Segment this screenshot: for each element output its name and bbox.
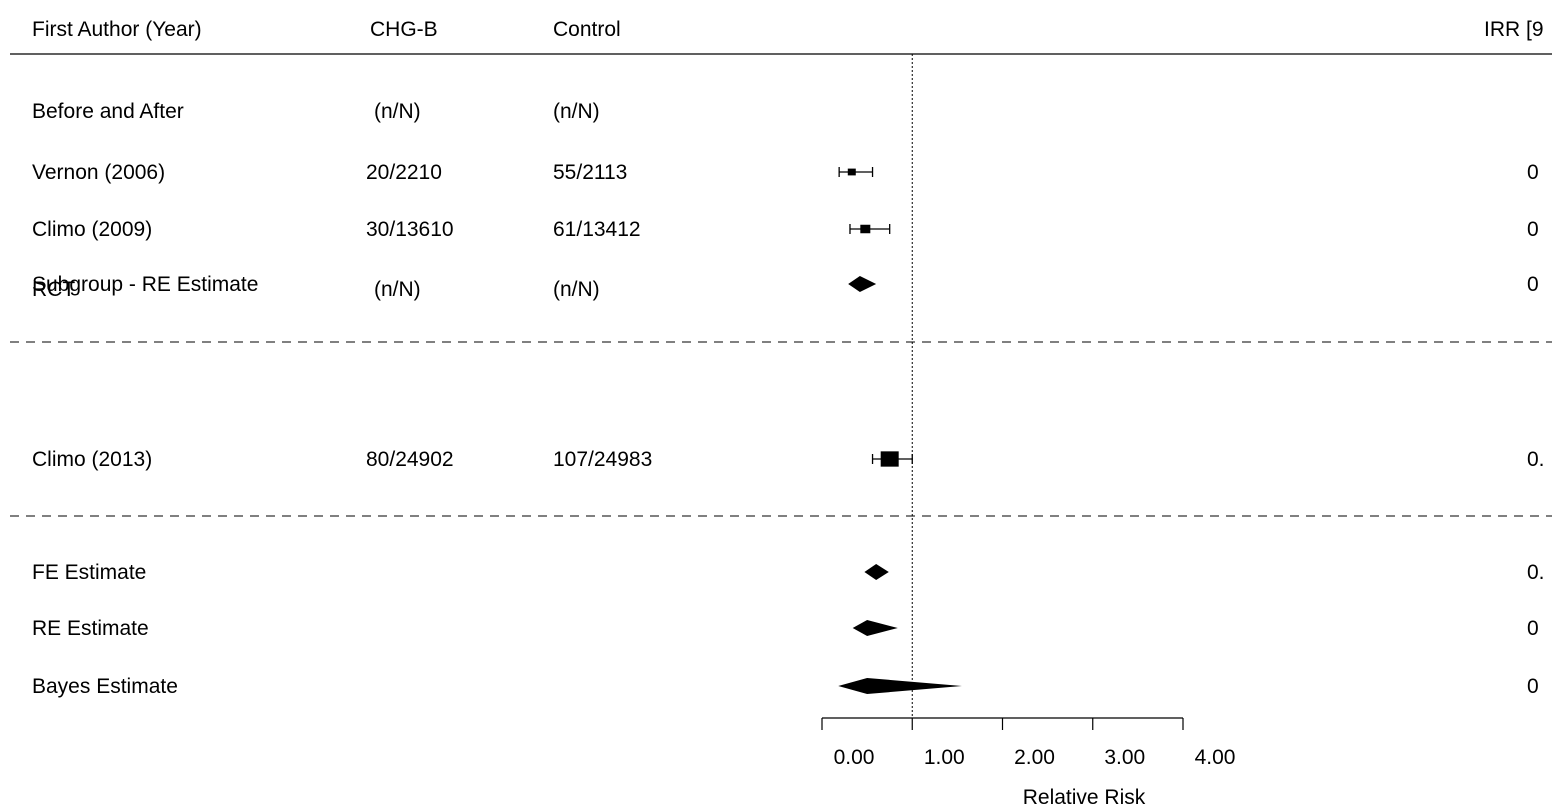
n-label-control: (n/N) [553,100,600,123]
study-chg-count: 20/2210 [366,161,442,184]
study-irr-value: 0. [1527,448,1545,471]
overall-estimate-label: FE Estimate [32,561,146,584]
column-header-chg: CHG-B [370,18,438,41]
overall-estimate-irr-value: 0 [1527,617,1539,640]
study-irr-value: 0 [1527,161,1539,184]
subgroup-estimate-label: Subgroup - RE Estimate [32,273,258,296]
study-label: Climo (2013) [32,448,152,471]
study-point-box [847,168,856,176]
subgroup-estimate-diamond [848,276,877,292]
overall-estimate-label: RE Estimate [32,617,149,640]
n-label-chg: (n/N) [374,100,421,123]
x-tick-label: 4.00 [1195,746,1236,769]
overall-estimate-irr-value: 0 [1527,675,1539,698]
overall-estimate-label: Bayes Estimate [32,675,178,698]
study-label: Climo (2009) [32,218,152,241]
x-tick-label: 2.00 [1014,746,1055,769]
overall-estimate-diamond [852,620,898,636]
study-chg-count: 30/13610 [366,218,454,241]
x-tick-label: 0.00 [834,746,875,769]
column-header-author: First Author (Year) [32,18,202,41]
subgroup-title: Before and After [32,100,184,123]
overall-estimate-diamond [864,564,889,580]
column-header-control: Control [553,18,621,41]
study-control-count: 107/24983 [553,448,652,471]
x-tick-label: 1.00 [924,746,965,769]
overall-estimate-irr-value: 0. [1527,561,1545,584]
n-label-control: (n/N) [553,278,600,301]
study-control-count: 55/2113 [553,161,627,184]
subgroup-estimate-irr-value: 0 [1527,273,1539,296]
column-header-irr: IRR [9 [1484,18,1544,41]
x-tick-label: 3.00 [1104,746,1145,769]
n-label-chg: (n/N) [374,278,421,301]
x-axis-label: Relative Risk [1023,786,1146,806]
study-chg-count: 80/24902 [366,448,454,471]
subgroup-title: RCT [32,278,75,301]
study-label: Vernon (2006) [32,161,165,184]
study-irr-value: 0 [1527,218,1539,241]
overall-estimate-diamond [838,678,962,694]
study-control-count: 61/13412 [553,218,641,241]
study-point-box [860,224,871,234]
study-point-box [880,451,899,467]
